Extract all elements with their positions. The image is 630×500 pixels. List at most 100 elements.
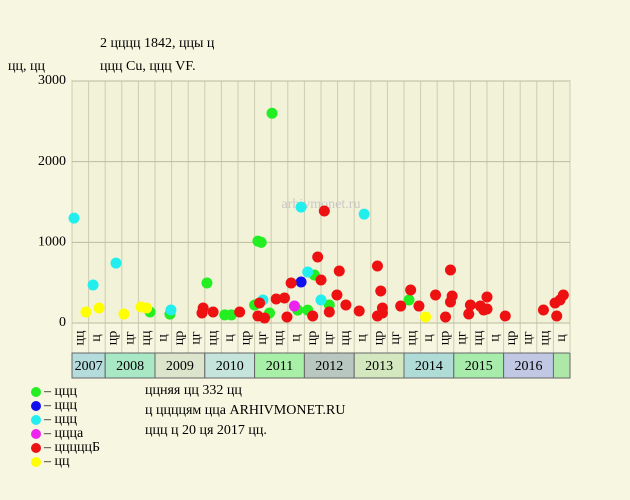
legend-marker — [31, 457, 41, 467]
point — [405, 284, 417, 296]
point — [333, 265, 345, 277]
column-label: цр — [239, 331, 254, 346]
y-axis-label: цц, цц — [8, 59, 45, 74]
column-label: ц — [156, 334, 171, 342]
point — [281, 311, 293, 323]
point — [463, 308, 475, 320]
column-label: цц — [73, 330, 88, 345]
point — [420, 311, 432, 323]
point — [440, 311, 451, 323]
y-tick-label: 2000 — [38, 154, 66, 169]
point — [266, 107, 278, 119]
point — [318, 205, 330, 217]
point — [295, 201, 307, 213]
point — [464, 299, 476, 311]
point — [499, 310, 511, 322]
point — [358, 208, 370, 220]
year-label: 2011 — [266, 359, 293, 374]
column-label: ц — [554, 334, 569, 342]
legend-marker — [31, 415, 41, 425]
point — [288, 300, 300, 312]
point — [353, 305, 365, 317]
column-label: цг — [322, 331, 337, 344]
point — [80, 306, 92, 318]
point — [312, 251, 324, 263]
point — [323, 306, 335, 318]
legend-label: – ццца — [43, 426, 84, 441]
chart-title: 2 цццц 1842, ццы ц — [100, 36, 215, 51]
column-label: цг — [255, 331, 270, 344]
point — [444, 296, 456, 308]
legend-label: – ццц — [43, 398, 77, 413]
year-band — [254, 352, 305, 379]
legend-label: – цц — [43, 454, 70, 469]
point — [537, 304, 549, 316]
legend-marker — [31, 401, 41, 411]
legend-label: – ццц — [43, 384, 77, 399]
point — [254, 297, 266, 309]
year-label: 2016 — [515, 359, 543, 374]
point — [551, 310, 563, 322]
year-label: 2008 — [116, 359, 144, 374]
year-label: 2007 — [75, 359, 103, 374]
column-label: ц — [488, 334, 503, 342]
point — [259, 312, 271, 324]
point — [196, 307, 208, 319]
point — [110, 257, 122, 269]
point — [234, 306, 246, 318]
year-band — [453, 352, 505, 379]
year-label: 2015 — [465, 359, 493, 374]
point — [481, 291, 493, 303]
point — [376, 307, 388, 319]
point — [395, 300, 407, 312]
point — [315, 274, 327, 286]
column-label: цг — [454, 331, 469, 344]
point — [285, 277, 297, 289]
point — [225, 309, 237, 321]
point — [302, 266, 314, 278]
column-label: цг — [189, 331, 204, 344]
column-label: цг — [388, 331, 403, 344]
point — [340, 299, 352, 311]
legend-marker — [31, 429, 41, 439]
y-tick-label: 0 — [59, 315, 66, 330]
point — [93, 302, 105, 314]
point — [375, 285, 387, 297]
column-label: цр — [172, 331, 187, 346]
column-label: цг — [122, 331, 137, 344]
point — [68, 212, 80, 224]
note: ццц ц 20 ця 2017 цц. — [145, 423, 267, 438]
point — [444, 264, 456, 276]
point — [118, 308, 130, 320]
note: ц ццццям цца ARHIVMONET.RU — [145, 403, 345, 418]
point — [278, 292, 290, 304]
column-label: цц — [139, 330, 154, 345]
column-label: цц — [537, 330, 552, 345]
point — [371, 260, 383, 272]
year-label: 2010 — [216, 359, 244, 374]
year-label: 2012 — [315, 359, 343, 374]
point — [295, 276, 307, 288]
column-label: цр — [371, 331, 386, 346]
point — [201, 277, 213, 289]
column-label: цр — [504, 331, 519, 346]
column-label: ц — [355, 334, 370, 342]
point — [331, 289, 343, 301]
column-label: цц — [471, 330, 486, 345]
legend-marker — [31, 443, 41, 453]
column-label: цг — [521, 331, 536, 344]
y-tick-label: 3000 — [38, 73, 66, 88]
column-label: ц — [222, 334, 237, 342]
point — [207, 306, 219, 318]
point — [315, 294, 327, 306]
year-label: 2009 — [166, 359, 194, 374]
column-label: цц — [205, 330, 220, 345]
year-band — [503, 352, 554, 379]
point — [87, 279, 99, 291]
y-tick-label: 1000 — [38, 235, 66, 250]
point — [255, 236, 267, 248]
point — [307, 310, 319, 322]
column-label: цц — [405, 330, 420, 345]
column-label: цр — [106, 331, 121, 346]
